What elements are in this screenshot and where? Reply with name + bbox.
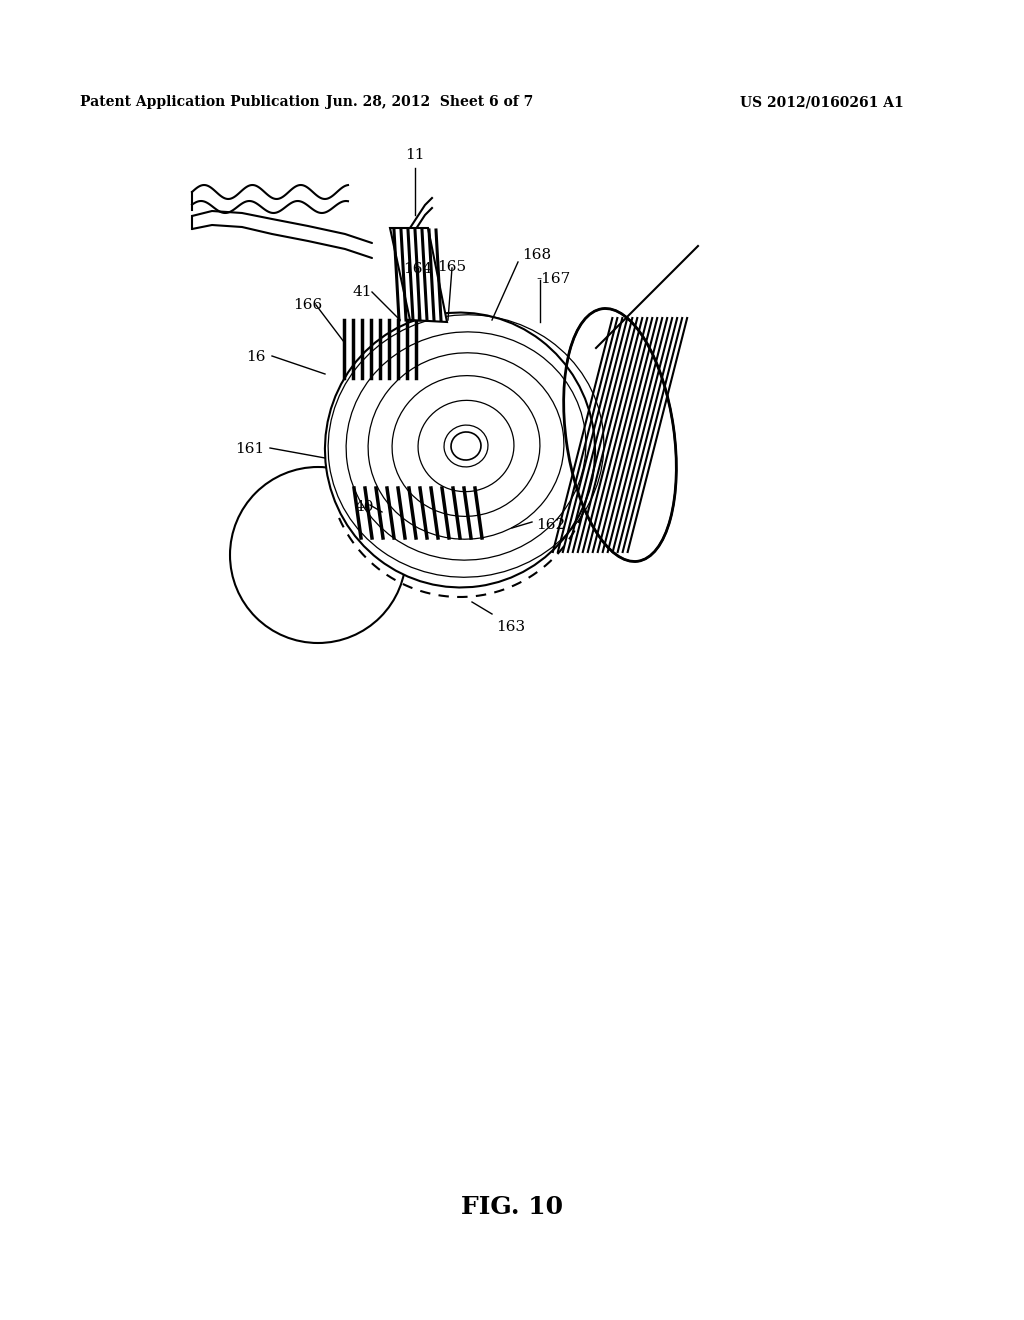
Text: 162: 162 xyxy=(536,517,565,532)
Text: 41: 41 xyxy=(352,285,372,300)
Text: 161: 161 xyxy=(236,442,264,455)
Text: FIG. 10: FIG. 10 xyxy=(461,1195,563,1218)
Text: 11: 11 xyxy=(406,148,425,162)
Text: 168: 168 xyxy=(522,248,551,261)
Text: 163: 163 xyxy=(496,620,525,634)
Text: 165: 165 xyxy=(437,260,467,275)
Text: Patent Application Publication: Patent Application Publication xyxy=(80,95,319,110)
Text: Jun. 28, 2012  Sheet 6 of 7: Jun. 28, 2012 Sheet 6 of 7 xyxy=(327,95,534,110)
Text: -167: -167 xyxy=(536,272,570,286)
Text: US 2012/0160261 A1: US 2012/0160261 A1 xyxy=(740,95,904,110)
Text: 164: 164 xyxy=(403,261,432,276)
Text: 166: 166 xyxy=(293,298,323,312)
Ellipse shape xyxy=(451,432,481,461)
Ellipse shape xyxy=(563,309,676,561)
Text: 40: 40 xyxy=(354,500,374,513)
Polygon shape xyxy=(390,228,447,322)
Circle shape xyxy=(230,467,406,643)
Text: 16: 16 xyxy=(246,350,266,364)
Ellipse shape xyxy=(325,313,595,587)
